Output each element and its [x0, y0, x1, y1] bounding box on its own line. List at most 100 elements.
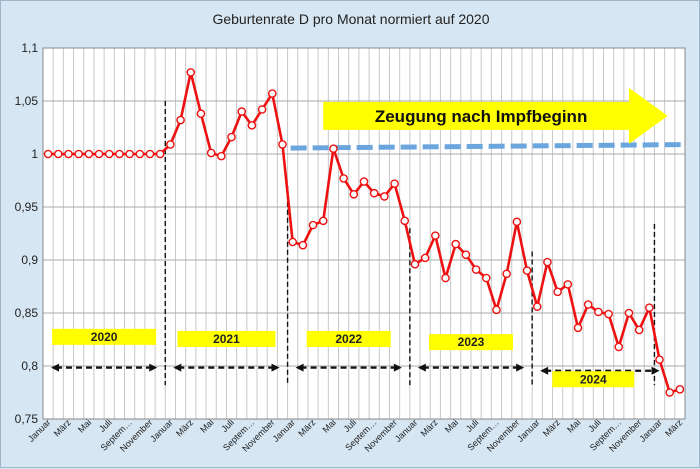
- x-tick-label: Mai: [321, 417, 338, 434]
- data-point: [624, 308, 634, 318]
- data-point: [135, 149, 145, 159]
- year-label-box: [429, 334, 513, 351]
- data-point: [349, 189, 359, 199]
- data-point: [125, 149, 134, 159]
- x-tick-label: Juli: [464, 417, 481, 434]
- series-layer: [43, 68, 685, 397]
- data-point: [196, 109, 206, 119]
- y-tick-label: 0,75: [15, 412, 39, 426]
- year-label: 2022: [335, 332, 362, 346]
- data-point: [94, 149, 104, 159]
- data-point: [583, 300, 593, 309]
- year-label-box: [177, 330, 276, 347]
- data-point: [532, 302, 542, 311]
- data-point: [645, 303, 654, 313]
- bracket-arrowhead-left: [295, 363, 304, 372]
- x-tick-label: März: [52, 417, 74, 439]
- data-point: [145, 149, 155, 159]
- banner-arrow: [323, 87, 668, 144]
- data-point: [390, 179, 399, 188]
- data-point: [553, 287, 562, 297]
- year-label: 2020: [91, 330, 118, 344]
- x-tick-label: März: [663, 417, 685, 439]
- data-point: [308, 220, 318, 230]
- data-point: [206, 148, 216, 158]
- x-tick-label: Mai: [443, 417, 460, 434]
- data-point: [64, 149, 73, 159]
- data-point: [512, 217, 522, 227]
- data-point: [675, 385, 685, 394]
- year-label: 2024: [580, 372, 607, 386]
- data-point: [380, 192, 389, 201]
- year-label: 2021: [213, 332, 240, 346]
- data-point: [502, 269, 511, 279]
- data-point: [522, 266, 532, 275]
- data-point: [573, 323, 583, 333]
- x-tick-label: März: [296, 417, 318, 439]
- x-tick-label: Januar: [637, 417, 664, 444]
- data-point: [329, 144, 338, 153]
- x-tick-label: Juli: [219, 417, 236, 434]
- y-tick-label: 1,05: [15, 94, 39, 108]
- year-label-box: [552, 371, 635, 388]
- y-tick-label: 0,8: [21, 359, 38, 373]
- data-point: [104, 149, 114, 159]
- data-point: [441, 273, 450, 283]
- x-tick-label: März: [541, 417, 563, 439]
- data-point: [257, 105, 267, 114]
- data-point: [359, 177, 369, 186]
- data-point: [400, 216, 410, 226]
- year-label: 2023: [458, 335, 485, 349]
- y-tick-label: 1: [31, 147, 38, 161]
- bracket-arrowhead-right: [149, 363, 158, 372]
- data-point: [155, 149, 165, 159]
- year-label-box: [52, 328, 157, 345]
- data-point: [410, 259, 420, 269]
- data-point: [43, 149, 53, 159]
- data-point: [53, 149, 63, 159]
- x-tick-label: Januar: [271, 417, 298, 444]
- data-point: [186, 68, 196, 77]
- annotations: Zeugung nach Impfbeginn 2020 2021 2022 2023 2…: [51, 87, 684, 388]
- bracket-arrowhead-left: [173, 363, 182, 372]
- data-point: [247, 121, 257, 130]
- banner-text: Zeugung nach Impfbeginn: [375, 107, 587, 126]
- data-point: [298, 240, 308, 250]
- data-point: [471, 265, 481, 274]
- data-point: [237, 107, 247, 116]
- x-tick-label: Mai: [76, 417, 93, 434]
- x-tick-label: März: [174, 417, 196, 439]
- data-point: [481, 273, 491, 283]
- data-point: [634, 325, 644, 335]
- data-point: [288, 237, 297, 247]
- y-tick-label: 1,1: [21, 41, 38, 55]
- x-tick-label: Januar: [148, 417, 175, 444]
- data-point: [115, 149, 124, 159]
- data-point: [339, 174, 348, 183]
- data-point: [318, 216, 328, 226]
- x-tick-label: Juli: [342, 417, 359, 434]
- data-point: [278, 140, 287, 149]
- data-point: [227, 132, 236, 142]
- x-tick-label: Mai: [565, 417, 582, 434]
- data-point: [594, 307, 603, 317]
- y-tick-label: 0,9: [21, 253, 38, 267]
- bracket-arrowhead-right: [393, 363, 402, 372]
- year-label-box: [306, 330, 391, 347]
- data-point: [267, 89, 277, 98]
- bracket-arrowhead-left: [417, 363, 426, 372]
- x-tick-label: Juli: [586, 417, 603, 434]
- chart-title: Geburtenrate D pro Monat normiert auf 20…: [212, 11, 489, 27]
- data-point: [543, 257, 552, 267]
- plot-border: [42, 47, 686, 420]
- x-tick-label: Januar: [515, 417, 542, 444]
- data-point: [665, 388, 675, 397]
- data-point: [563, 280, 573, 289]
- x-tick-label: Januar: [393, 417, 420, 444]
- y-tick-label: 0,95: [15, 200, 39, 214]
- data-point: [604, 309, 613, 319]
- data-point: [369, 188, 379, 198]
- bracket-arrowhead-right: [516, 363, 525, 372]
- data-point: [614, 342, 624, 352]
